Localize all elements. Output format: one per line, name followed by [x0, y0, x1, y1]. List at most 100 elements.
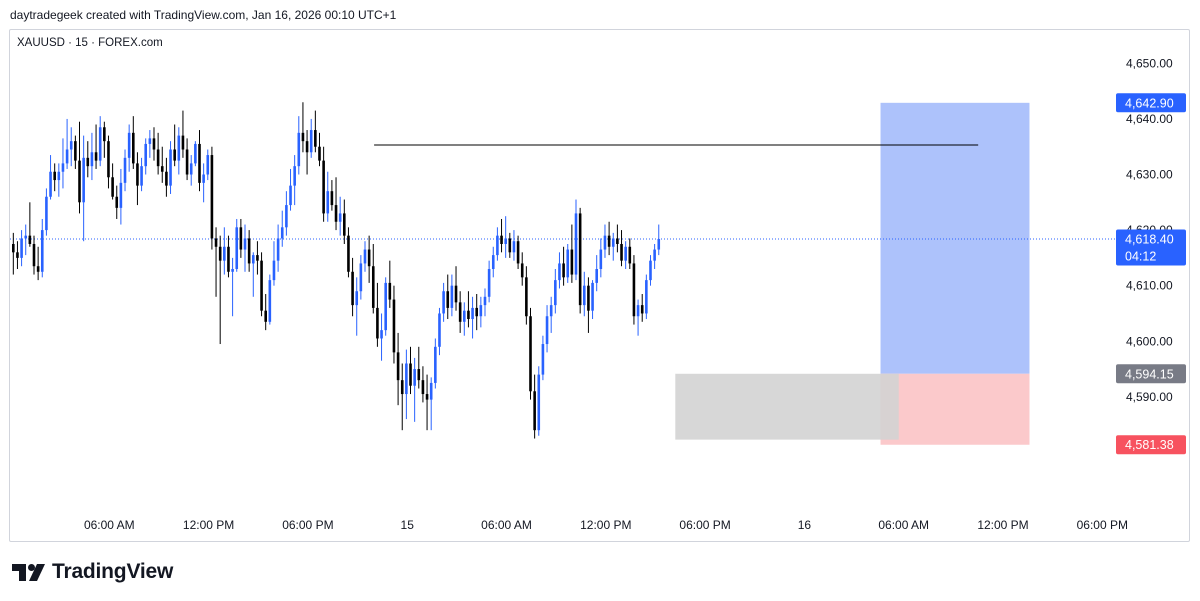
candle — [260, 252, 263, 317]
x-tick-label: 06:00 AM — [878, 518, 929, 532]
candle-body — [53, 171, 56, 181]
candle — [409, 346, 412, 395]
candle-body — [69, 141, 73, 150]
candle — [156, 132, 160, 175]
candle — [206, 149, 210, 181]
candle — [512, 230, 516, 261]
candle — [127, 124, 131, 172]
candle-body — [239, 227, 243, 250]
candle-body — [367, 249, 371, 267]
candle-body — [487, 269, 491, 297]
candle — [152, 127, 156, 161]
x-tick-label: 12:00 PM — [183, 518, 234, 532]
candle — [65, 118, 69, 169]
candle-body — [380, 330, 383, 339]
candle — [479, 296, 483, 328]
candle-body — [61, 163, 65, 172]
candle-body — [82, 157, 85, 203]
y-tick-label: 4,630.00 — [1126, 168, 1173, 182]
candle — [487, 260, 491, 303]
x-tick-label: 06:00 PM — [1077, 518, 1128, 532]
candle-body — [152, 138, 156, 150]
candle-body — [330, 191, 334, 206]
candle — [12, 232, 15, 275]
candle-body — [45, 196, 48, 231]
candle-body — [28, 235, 32, 244]
candle — [491, 246, 495, 278]
candle-body — [322, 160, 325, 214]
candle-body — [16, 252, 19, 258]
candle-body — [268, 280, 272, 322]
candle — [578, 207, 582, 314]
candle — [566, 243, 570, 283]
candle — [289, 168, 292, 211]
candle — [218, 235, 222, 345]
tradingview-wordmark: TradingView — [52, 560, 174, 583]
candle — [541, 335, 545, 381]
candle — [520, 252, 524, 286]
candle — [28, 202, 32, 247]
candle-body — [36, 266, 40, 272]
candle — [45, 188, 48, 236]
candle-body — [458, 302, 462, 322]
candle-body — [177, 135, 181, 161]
candle — [24, 224, 28, 256]
candle-body — [384, 282, 387, 331]
candle-body — [264, 310, 267, 322]
candle — [239, 218, 243, 258]
candle-body — [305, 141, 309, 153]
candle — [94, 124, 98, 169]
candle — [363, 241, 367, 272]
candle — [160, 146, 164, 183]
candle-body — [280, 227, 284, 239]
candle — [322, 146, 325, 222]
candle-body — [293, 166, 296, 186]
candle — [297, 116, 301, 175]
candle-body — [189, 163, 193, 175]
candle — [136, 152, 139, 206]
candle-body — [198, 143, 201, 183]
candle — [533, 374, 536, 439]
price-badge-bg — [1116, 435, 1186, 455]
price-badge-stop: 4,581.38 — [1116, 435, 1186, 455]
candle-body — [359, 263, 363, 292]
candle-body — [326, 191, 330, 214]
candle — [516, 235, 520, 269]
candle-body — [632, 263, 636, 317]
candle — [74, 135, 77, 169]
candle-body — [227, 246, 230, 272]
x-tick-label: 06:00 PM — [679, 518, 730, 532]
candle-body — [566, 249, 570, 278]
candle — [438, 307, 441, 356]
candle-body — [578, 213, 582, 306]
candle — [338, 196, 342, 236]
candle — [169, 141, 172, 194]
candle — [351, 257, 354, 317]
candle-body — [636, 305, 640, 317]
candle-body — [251, 255, 255, 264]
candle-body — [624, 246, 627, 261]
candle — [285, 191, 288, 236]
candle-body — [165, 171, 168, 186]
candle — [537, 366, 541, 436]
candle-body — [12, 243, 15, 253]
candle-body — [446, 291, 450, 308]
candle-body — [223, 246, 226, 261]
candle-body — [181, 135, 185, 150]
candle-body — [471, 307, 474, 320]
footer-brand[interactable]: TradingView — [12, 559, 173, 585]
candle — [628, 238, 632, 269]
candle-body — [545, 316, 549, 345]
candle-body — [169, 149, 172, 186]
candle-body — [483, 296, 487, 306]
candle — [462, 302, 466, 336]
candle-body — [20, 238, 23, 258]
candle-body — [554, 280, 557, 306]
candle — [450, 274, 454, 317]
candle-body — [595, 269, 598, 283]
candle — [591, 280, 594, 320]
candle — [475, 294, 479, 331]
candle-body — [107, 141, 110, 178]
y-tick-label: 4,590.00 — [1126, 390, 1173, 404]
